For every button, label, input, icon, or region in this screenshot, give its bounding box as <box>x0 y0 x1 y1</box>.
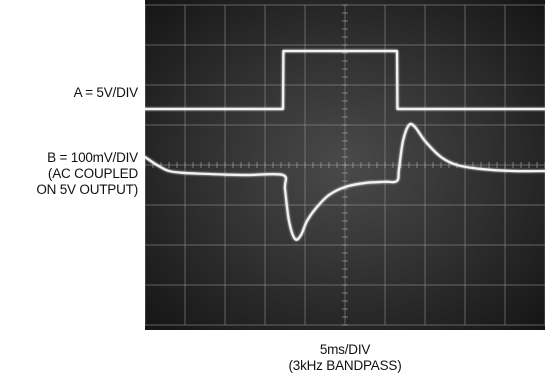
trace-channel-b <box>145 122 545 241</box>
traces <box>145 49 545 241</box>
channel-a-scale-label: A = 5V/DIV <box>73 85 139 100</box>
channel-b-line-2: (AC COUPLED <box>47 166 138 181</box>
timebase-line-1: 5ms/DIV <box>319 342 371 357</box>
oscilloscope-screen <box>145 0 545 330</box>
timebase-label: 5ms/DIV (3kHz BANDPASS) <box>145 342 545 374</box>
graticule <box>145 4 545 326</box>
trace-channel-a <box>145 49 545 111</box>
channel-b-line-1: B = 100mV/DIV <box>47 150 138 165</box>
timebase-line-2: (3kHz BANDPASS) <box>288 358 402 373</box>
channel-b-scale-label: B = 100mV/DIV (AC COUPLED ON 5V OUTPUT) <box>0 150 138 198</box>
channel-b-line-3: ON 5V OUTPUT) <box>36 182 138 197</box>
